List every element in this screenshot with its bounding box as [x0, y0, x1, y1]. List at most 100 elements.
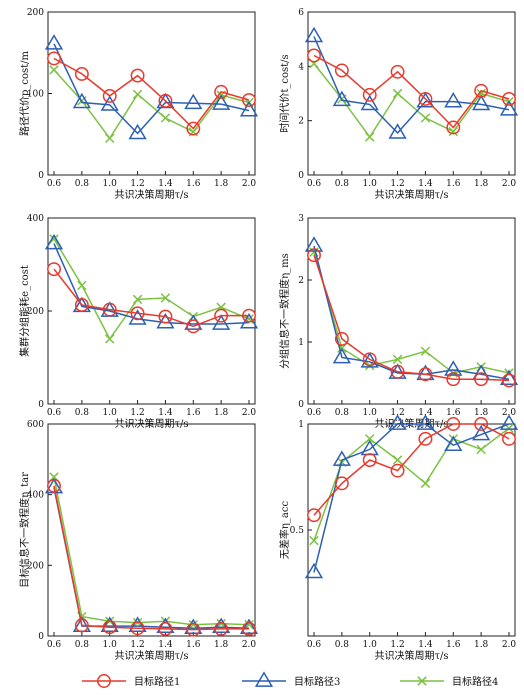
x-tick-label: 1.2 — [130, 640, 144, 650]
series-line — [53, 476, 250, 626]
data-point — [160, 113, 171, 123]
data-point — [332, 90, 351, 107]
x-tick-label: 2.0 — [242, 179, 257, 189]
x-tick-label: 0.6 — [47, 640, 62, 650]
data-point — [239, 100, 259, 117]
data-point — [499, 100, 519, 116]
x-tick-label: 0.8 — [335, 179, 350, 189]
data-point — [334, 63, 349, 78]
x-tick-label: 2.0 — [502, 179, 517, 189]
x-tick-label: 1.4 — [418, 408, 433, 418]
data-point — [474, 417, 489, 431]
x-tick-label: 1.0 — [363, 640, 378, 650]
data-point — [420, 346, 431, 357]
data-point — [420, 478, 431, 489]
x-tick-label: 1.8 — [214, 408, 229, 418]
data-point — [390, 364, 405, 379]
x-tick-label: 0.8 — [75, 179, 90, 189]
data-point — [130, 621, 145, 636]
x-tick-label: 1.8 — [214, 640, 229, 650]
data-point — [212, 94, 231, 110]
x-tick-label: 1.2 — [390, 408, 404, 418]
y-tick-label: 0.5 — [290, 526, 305, 536]
data-point — [304, 236, 324, 252]
data-point — [49, 234, 59, 244]
path-cost-chart: 0.6 0.8 1.0 1.2 1.4 1.6 1.8 2.0 0 100 200 共识决策周期τ/s… — [18, 8, 259, 201]
x-tick-label: 1.4 — [158, 408, 173, 418]
x-tick-label: 1.8 — [474, 640, 489, 650]
x-tick-label: 1.0 — [363, 408, 378, 418]
data-point — [102, 620, 117, 635]
data-point — [128, 123, 147, 140]
data-point — [476, 444, 486, 455]
x-axis-title: 共识决策周期τ/s — [374, 649, 448, 662]
time-cost-chart: 0.6 0.8 1.0 1.2 1.4 1.6 1.8 2.0 0 2 4 6 共识决策周期τ/s 时间代… — [278, 8, 519, 201]
x-tick-label: 1.4 — [158, 640, 173, 650]
series-s4 — [49, 234, 254, 344]
data-point — [132, 89, 143, 100]
legend-marker — [254, 671, 274, 687]
series-s1 — [307, 417, 516, 523]
x-axis-title: 共识决策周期τ/s — [114, 188, 188, 201]
data-point — [472, 424, 491, 441]
series-line — [53, 487, 250, 629]
data-point — [418, 431, 433, 446]
data-point — [360, 94, 379, 111]
y-axis-title: 集群分组能耗e_cost — [18, 265, 31, 357]
y-tick-label: 0 — [298, 171, 304, 181]
y-axis-title: 时间代价t_cost/s — [278, 54, 291, 132]
data-point — [214, 84, 229, 99]
data-point — [128, 616, 147, 632]
data-point — [130, 68, 145, 83]
legend-item-s3: 目标路径3 — [242, 671, 340, 688]
series-s4 — [309, 247, 514, 378]
data-point — [388, 414, 407, 430]
x-tick-label: 2.0 — [242, 408, 257, 418]
y-tick-label: 100 — [27, 90, 44, 100]
series-line — [313, 254, 510, 382]
y-tick-label: 0 — [298, 400, 304, 410]
x-tick-label: 1.4 — [418, 640, 433, 650]
y-axis-title: 路径代价p_cost/m — [18, 50, 31, 136]
data-point — [74, 298, 89, 312]
plot-frame — [307, 217, 516, 405]
x-tick-label: 2.0 — [502, 640, 517, 650]
data-point — [362, 453, 377, 467]
data-point — [100, 95, 119, 111]
y-tick-label: 0 — [38, 632, 44, 642]
conflict-free-rate-chart: 0.6 0.8 1.0 1.2 1.4 1.6 1.8 2.0 0.5 1 共识决策周期τ/s 无差率… — [278, 414, 519, 662]
y-tick-label: 200 — [27, 307, 44, 317]
series-s3 — [304, 414, 519, 579]
y-tick-label: 6 — [298, 8, 304, 18]
x-tick-label: 1.0 — [103, 179, 118, 189]
data-point — [44, 233, 64, 250]
data-point — [444, 91, 463, 108]
cluster-energy-chart: 0.6 0.8 1.0 1.2 1.4 1.6 1.8 2.00200400共识决策周期τ/s… — [18, 214, 259, 430]
data-point — [472, 94, 491, 111]
x-tick-label: 1.4 — [158, 179, 173, 189]
data-point — [158, 309, 173, 324]
data-point — [334, 476, 349, 491]
x-tick-label: 0.8 — [75, 408, 90, 418]
data-point — [242, 93, 256, 107]
x-tick-label: 1.0 — [103, 640, 118, 650]
series-s1 — [307, 48, 516, 135]
data-point — [102, 88, 117, 103]
x-tick-label: 0.8 — [335, 640, 350, 650]
data-point — [390, 463, 405, 478]
data-point — [444, 435, 463, 452]
data-point — [446, 120, 461, 135]
x-tick-label: 1.6 — [446, 408, 461, 418]
data-point — [158, 621, 173, 636]
data-point — [418, 91, 433, 106]
data-point — [307, 48, 321, 63]
y-tick-label: 2 — [298, 276, 304, 286]
target-inconsistency-chart: 0.6 0.8 1.0 1.2 1.4 1.6 1.8 2.0 0 200 400 600 共识决策周期… — [18, 420, 259, 662]
y-tick-label: 1 — [298, 420, 304, 430]
y-axis-title: 无差率η_acc — [278, 501, 291, 560]
data-point — [499, 414, 519, 430]
series-s4 — [309, 58, 514, 142]
data-point — [388, 123, 407, 139]
data-point — [392, 354, 403, 365]
x-tick-label: 1.2 — [130, 408, 144, 418]
